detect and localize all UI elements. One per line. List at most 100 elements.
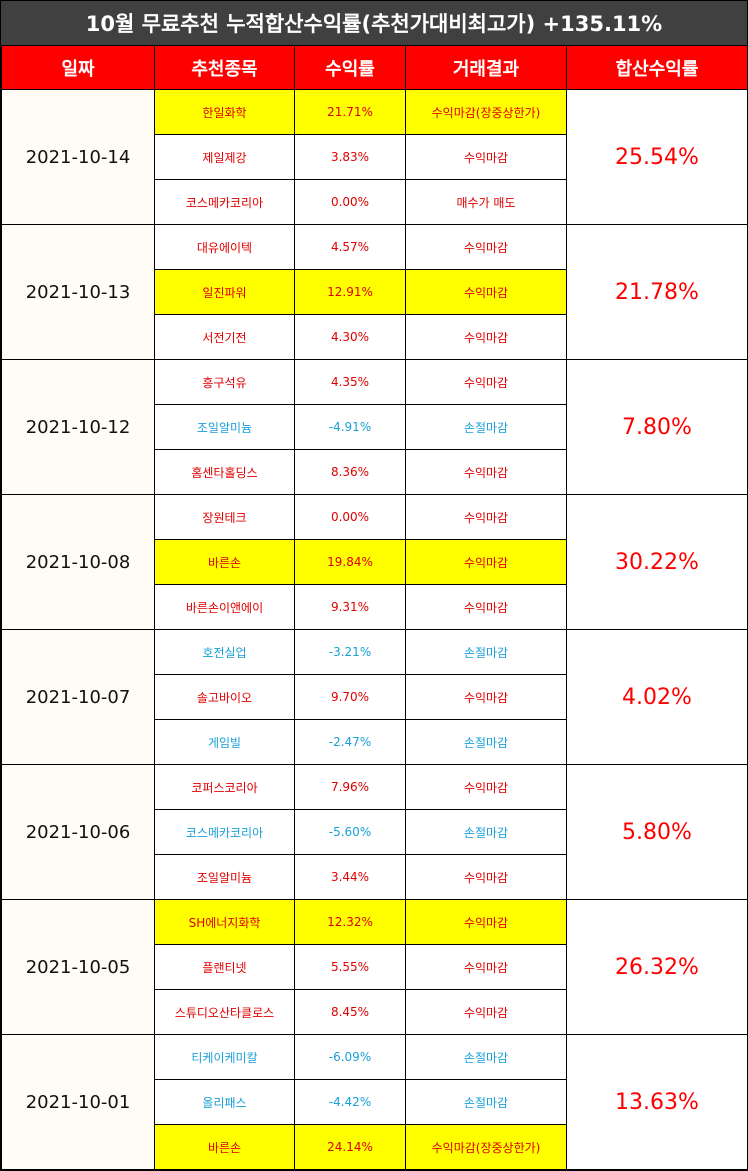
- rate-cell: 9.70%: [294, 674, 406, 720]
- rate-cell: 0.00%: [294, 494, 406, 540]
- stock-cell: 티케이케미칼: [154, 1034, 295, 1080]
- stock-cell: 게임빌: [154, 719, 295, 765]
- rate-cell: 4.35%: [294, 359, 406, 405]
- result-cell: 수익마감: [405, 134, 567, 180]
- table-row: 조일알미늄 -4.91% 손절마감: [2, 404, 748, 450]
- result-cell: 수익마감: [405, 854, 567, 900]
- rate-cell: -4.91%: [294, 404, 406, 450]
- date-cell: 2021-10-12: [1, 359, 155, 495]
- result-cell: 손절마감: [405, 1079, 567, 1125]
- stock-cell: 올리패스: [154, 1079, 295, 1125]
- rate-cell: 19.84%: [294, 539, 406, 585]
- result-cell: 수익마감: [405, 494, 567, 540]
- header-date: 일짜: [1, 45, 155, 90]
- result-cell: 수익마감: [405, 584, 567, 630]
- stock-cell: 제일제강: [154, 134, 295, 180]
- table-row: 2021-10-08 장원테크 0.00% 수익마감 30.22%: [1, 494, 748, 630]
- stock-cell: 대유에이텍: [154, 224, 295, 270]
- table-row: 스튜디오산타클로스 8.45% 수익마감: [2, 989, 748, 1035]
- table-body: 2021-10-14 한일화학 21.71% 수익마감(장중상한가) 25.54% 제일제…: [1, 89, 748, 1170]
- table-row: 일진파워 12.91% 수익마감: [2, 269, 748, 315]
- rate-cell: 3.83%: [294, 134, 406, 180]
- stock-cell: 바른손: [154, 539, 295, 585]
- stock-cell: SH에너지화학: [154, 899, 295, 945]
- stock-cell: 스튜디오산타클로스: [154, 989, 295, 1035]
- table-row: 제일제강 3.83% 수익마감: [2, 134, 748, 180]
- rate-cell: 4.57%: [294, 224, 406, 270]
- result-cell: 손절마감: [405, 809, 567, 855]
- rate-cell: 12.91%: [294, 269, 406, 315]
- table-row: 홈센타홀딩스 8.36% 수익마감: [2, 449, 748, 495]
- stock-cell: 조일알미늄: [154, 854, 295, 900]
- stock-cell: 코스메카코리아: [154, 809, 295, 855]
- result-cell: 수익마감: [405, 449, 567, 495]
- total-return-cell: 13.63%: [566, 1034, 748, 1170]
- date-cell: 2021-10-08: [1, 494, 155, 630]
- result-cell: 손절마감: [405, 719, 567, 765]
- table-row: 2021-10-14 한일화학 21.71% 수익마감(장중상한가) 25.54%: [1, 89, 748, 225]
- total-return-cell: 25.54%: [566, 89, 748, 225]
- result-cell: 수익마감: [405, 314, 567, 360]
- rate-cell: 5.55%: [294, 944, 406, 990]
- stock-cell: 홈센타홀딩스: [154, 449, 295, 495]
- result-cell: 수익마감(장중상한가): [405, 1124, 567, 1170]
- total-return-cell: 30.22%: [566, 494, 748, 630]
- rate-cell: -5.60%: [294, 809, 406, 855]
- result-cell: 수익마감: [405, 674, 567, 720]
- rate-cell: 3.44%: [294, 854, 406, 900]
- date-cell: 2021-10-07: [1, 629, 155, 765]
- stock-cell: 장원테크: [154, 494, 295, 540]
- result-cell: 손절마감: [405, 404, 567, 450]
- rate-cell: 0.00%: [294, 179, 406, 225]
- report-title: 10월 무료추천 누적합산수익률(추천가대비최고가) +135.11%: [1, 1, 747, 45]
- table-row: 2021-10-01 티케이케미칼 -6.09% 손절마감 13.63%: [1, 1034, 748, 1170]
- stock-cell: 코스메카코리아: [154, 179, 295, 225]
- result-cell: 수익마감: [405, 539, 567, 585]
- results-table: 일짜 추천종목 수익률 거래결과 합산수익률 2021-10-14 한일화학 21.…: [1, 45, 748, 1170]
- rate-cell: -2.47%: [294, 719, 406, 765]
- date-cell: 2021-10-14: [1, 89, 155, 225]
- rate-cell: 21.71%: [294, 89, 406, 135]
- total-return-cell: 4.02%: [566, 629, 748, 765]
- result-cell: 수익마감: [405, 944, 567, 990]
- total-return-cell: 5.80%: [566, 764, 748, 900]
- result-cell: 수익마감: [405, 899, 567, 945]
- header-total: 합산수익률: [566, 45, 748, 90]
- result-cell: 매수가 매도: [405, 179, 567, 225]
- header-row: 일짜 추천종목 수익률 거래결과 합산수익률: [1, 45, 748, 90]
- result-cell: 수익마감: [405, 764, 567, 810]
- stock-cell: 흥구석유: [154, 359, 295, 405]
- date-cell: 2021-10-01: [1, 1034, 155, 1170]
- total-return-cell: 7.80%: [566, 359, 748, 495]
- header-result: 거래결과: [405, 45, 567, 90]
- stock-cell: 플랜티넷: [154, 944, 295, 990]
- stock-cell: 바른손: [154, 1124, 295, 1170]
- date-cell: 2021-10-06: [1, 764, 155, 900]
- table-row: 바른손 19.84% 수익마감: [2, 539, 748, 585]
- header-rate: 수익률: [294, 45, 406, 90]
- total-return-cell: 21.78%: [566, 224, 748, 360]
- rate-cell: -4.42%: [294, 1079, 406, 1125]
- rate-cell: 8.36%: [294, 449, 406, 495]
- table-row: 바른손이앤에이 9.31% 수익마감: [2, 584, 748, 630]
- rate-cell: 8.45%: [294, 989, 406, 1035]
- rate-cell: 4.30%: [294, 314, 406, 360]
- result-cell: 수익마감: [405, 989, 567, 1035]
- table-row: 2021-10-05 SH에너지화학 12.32% 수익마감 26.32%: [1, 899, 748, 1035]
- table-row: 올리패스 -4.42% 손절마감: [2, 1079, 748, 1125]
- total-return-cell: 26.32%: [566, 899, 748, 1035]
- rate-cell: 24.14%: [294, 1124, 406, 1170]
- result-cell: 수익마감: [405, 224, 567, 270]
- rate-cell: 7.96%: [294, 764, 406, 810]
- result-cell: 손절마감: [405, 1034, 567, 1080]
- stock-cell: 코퍼스코리아: [154, 764, 295, 810]
- table-row: 서전기전 4.30% 수익마감: [2, 314, 748, 360]
- header-stock: 추천종목: [154, 45, 295, 90]
- stock-cell: 바른손이앤에이: [154, 584, 295, 630]
- rate-cell: 9.31%: [294, 584, 406, 630]
- result-cell: 수익마감: [405, 269, 567, 315]
- rate-cell: -6.09%: [294, 1034, 406, 1080]
- stock-cell: 조일알미늄: [154, 404, 295, 450]
- table-row: 2021-10-12 흥구석유 4.35% 수익마감 7.80%: [1, 359, 748, 495]
- result-cell: 손절마감: [405, 629, 567, 675]
